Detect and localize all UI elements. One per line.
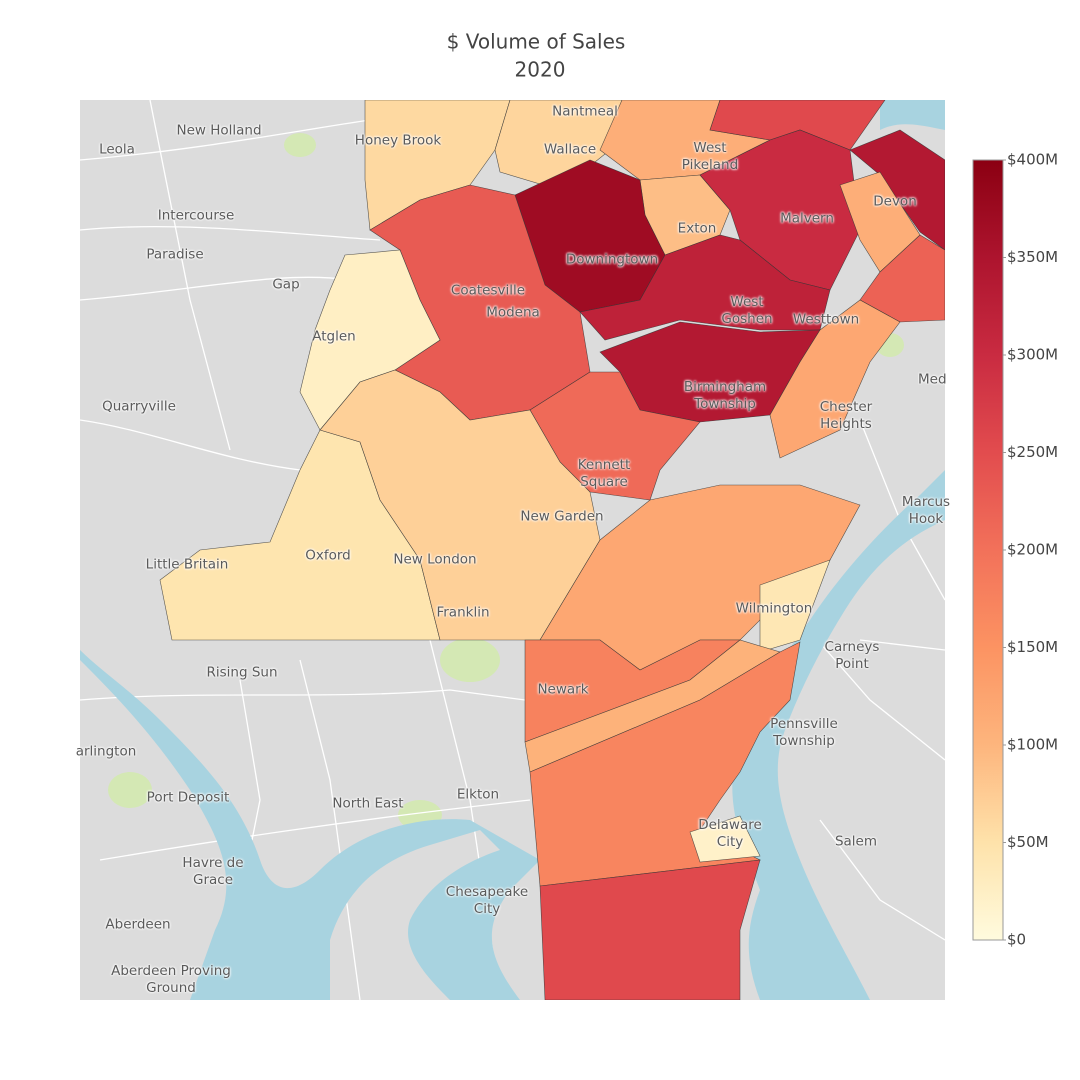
chart-subtitle: 2020	[515, 58, 566, 82]
colorbar-tick-label: $0	[1007, 931, 1026, 949]
place-label: Med	[918, 371, 947, 388]
chart-title: $ Volume of Sales	[447, 30, 626, 54]
regions	[159, 100, 945, 1000]
place-label: Gap	[272, 276, 300, 293]
place-label: West Goshen	[721, 294, 773, 327]
colorbar-tick-label: $200M	[1007, 541, 1058, 559]
place-label: Newark	[537, 681, 589, 698]
region	[769, 299, 901, 459]
place-label: New London	[393, 551, 477, 568]
place-label: Chesapeake City	[445, 884, 529, 917]
region	[699, 129, 861, 291]
place-label: Westtown	[792, 311, 860, 328]
place-label: Exton	[677, 220, 717, 237]
region	[579, 234, 831, 341]
place-label: Malvern	[780, 210, 834, 227]
colorbar-tick-label: $100M	[1007, 736, 1058, 754]
place-label: Rising Sun	[206, 664, 278, 681]
place-label: Downingtown	[565, 251, 659, 268]
colorbar-tick-label: $150M	[1007, 638, 1058, 656]
place-label: Delaware City	[698, 817, 762, 850]
parks	[108, 133, 904, 830]
place-label: Aberdeen Proving Ground	[111, 963, 231, 996]
place-label: Devon	[873, 193, 917, 210]
colorbar-tick-label: $300M	[1007, 346, 1058, 364]
place-label: Birmingham Township	[683, 379, 767, 412]
place-label: New Garden	[520, 508, 604, 525]
colorbar-tick-label: $250M	[1007, 443, 1058, 461]
place-label: Carneys Point	[824, 639, 880, 672]
place-label: Aberdeen	[105, 916, 171, 933]
place-label: West Pikeland	[681, 140, 739, 173]
place-label: arlington	[75, 743, 137, 760]
place-label: Oxford	[305, 547, 351, 564]
place-label: Franklin	[436, 604, 490, 621]
colorbar-tick-label: $50M	[1007, 833, 1049, 851]
place-label: Wallace	[543, 141, 597, 158]
place-label: Port Deposit	[146, 789, 230, 806]
place-label: Kennett Square	[577, 457, 631, 490]
place-label: North East	[332, 795, 404, 812]
place-label: Coatesville	[450, 282, 526, 299]
place-label: Pennsville Township	[770, 716, 838, 749]
place-label: Little Britain	[145, 556, 229, 573]
place-label: Elkton	[456, 786, 500, 803]
colorbar-tick-label: $400M	[1007, 151, 1058, 169]
colorbar-tick-label: $350M	[1007, 248, 1058, 266]
place-label: Modena	[486, 304, 540, 321]
place-label: Salem	[834, 833, 878, 850]
place-label: Havre de Grace	[182, 855, 244, 888]
place-label: Wilmington	[735, 600, 813, 617]
place-label: New Holland	[176, 122, 262, 139]
place-label: Intercourse	[157, 207, 235, 224]
place-label: Chester Heights	[819, 399, 873, 432]
place-label: Marcus Hook	[901, 494, 951, 527]
place-label: Leola	[99, 141, 135, 158]
place-label: Honey Brook	[354, 132, 442, 149]
region	[319, 369, 601, 641]
place-label: Atglen	[312, 328, 356, 345]
place-label: Paradise	[146, 246, 204, 263]
region	[539, 859, 761, 1000]
region	[689, 815, 761, 863]
place-label: Quarryville	[102, 398, 176, 415]
water	[80, 100, 945, 1000]
colorbar	[972, 159, 1004, 941]
place-label: Nantmeal	[552, 103, 618, 120]
region	[759, 559, 831, 653]
